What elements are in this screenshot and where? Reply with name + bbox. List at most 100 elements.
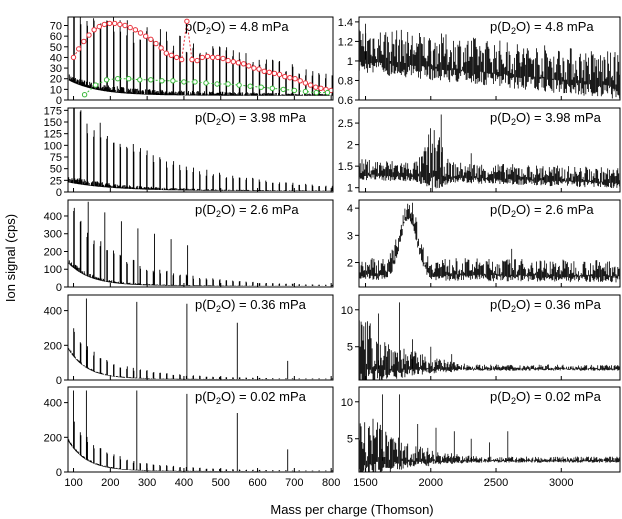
spectrum-line (359, 23, 620, 99)
spectrum-group (359, 302, 620, 380)
series-point-peak-maxima (86, 32, 92, 38)
annotation-part: p(D (195, 202, 216, 217)
y-tick-label: 1.5 (338, 161, 353, 173)
series-point-peak-maxima (225, 57, 231, 64)
series-point-peak-maxima (96, 23, 103, 30)
series-point-envelope (159, 78, 165, 84)
annotation-part: p(D (195, 389, 216, 404)
axes-frame (67, 294, 334, 381)
series-point-peak-maxima (122, 22, 128, 29)
axes-frame (67, 107, 334, 193)
y-tick-label: 400 (44, 398, 62, 410)
y-tick-label: 150 (44, 117, 62, 129)
axes-frame (358, 199, 621, 288)
pressure-annotation: p(D2O) = 3.98 mPa (490, 110, 602, 127)
x-tick-label: 700 (285, 477, 303, 489)
series-point-envelope (181, 79, 187, 85)
series-point-envelope (302, 88, 309, 95)
y-tick-label: 0 (56, 95, 62, 107)
series-point-peak-maxima (282, 73, 288, 80)
annotation-part: p(D (490, 110, 511, 125)
panel-left-5: 0 200 400 100 200 300 400 500 600 700 800 p(D2O) = … (44, 386, 340, 489)
series-point-peak-maxima (194, 57, 200, 64)
spectrum-line (68, 17, 333, 96)
series-point-peak-maxima (302, 80, 309, 86)
x-axis-label: Mass per charge (Thomson) (270, 502, 433, 517)
x-tick-label: 1500 (353, 477, 377, 489)
annotation-part: O) = 0.02 mPa (516, 389, 602, 404)
annotation-part: O) = 0.02 mPa (221, 389, 307, 404)
series-point-peak-maxima (209, 54, 216, 61)
annotation-subscript: 2 (216, 117, 221, 127)
x-tick-label: 2500 (484, 477, 508, 489)
annotation-subscript: 2 (511, 396, 516, 406)
y-tick-label: 0.8 (338, 75, 353, 87)
y-tick-label: 10 (50, 84, 62, 96)
pressure-annotation: p(D2O) = 4.8 mPa (185, 19, 289, 36)
series-point-peak-maxima (163, 50, 170, 56)
axes-frame (67, 199, 334, 288)
y-tick-label: 300 (44, 229, 62, 241)
x-tick-label: 2000 (419, 477, 443, 489)
series-point-peak-maxima (148, 36, 154, 42)
y-tick-label: 1 (347, 183, 353, 195)
y-tick-label: 0 (56, 375, 62, 387)
annotation-part: p(D (490, 297, 511, 312)
x-tick-label: 600 (248, 477, 266, 489)
series-point-envelope (203, 80, 209, 86)
y-tick-label: 100 (44, 264, 62, 276)
series-point-peak-maxima (76, 46, 82, 52)
series-point-peak-maxima (189, 56, 195, 63)
annotation-part: O) = 4.8 mPa (516, 19, 594, 34)
series-point-peak-maxima (117, 21, 123, 28)
series-point-peak-maxima (276, 71, 283, 78)
y-tick-label: 1.4 (338, 17, 353, 29)
series-point-peak-maxima (143, 33, 149, 39)
panel-left-4: 0 200 400 p(D2O) = 0.36 mPa (44, 294, 334, 387)
series-point-peak-maxima (173, 54, 180, 61)
series-point-peak-maxima (153, 40, 159, 47)
annotation-part: O) = 2.6 mPa (221, 202, 299, 217)
axes-frame (358, 294, 621, 381)
series-point-peak-maxima (271, 70, 278, 77)
series-point-envelope (258, 84, 264, 90)
panel-right-4: 5 10 p(D2O) = 0.36 mPa (341, 294, 621, 381)
spectrum-line (68, 298, 333, 380)
series-point-envelope (137, 77, 143, 83)
series-point-peak-maxima (235, 60, 242, 66)
x-tick-label: 100 (64, 477, 82, 489)
y-tick-label: 30 (50, 63, 62, 75)
axes-frame (358, 16, 621, 101)
series-point-envelope (92, 82, 99, 88)
y-tick-label: 200 (44, 432, 62, 444)
pressure-annotation: p(D2O) = 0.02 mPa (195, 389, 307, 406)
series-point-peak-maxima (91, 27, 97, 33)
axes-frame (358, 386, 621, 473)
spectrum-group (68, 201, 333, 286)
series-point-envelope (115, 76, 121, 82)
spectrum-line (359, 114, 620, 192)
series-point-envelope (269, 85, 275, 92)
annotation-subscript: 2 (511, 117, 516, 127)
annotation-part: p(D (490, 19, 511, 34)
annotation-part: O) = 0.36 mPa (221, 297, 307, 312)
series-point-peak-maxima (318, 85, 324, 92)
series-point-peak-maxima (292, 76, 298, 82)
y-tick-label: 50 (50, 42, 62, 54)
series-point-peak-maxima (137, 30, 144, 36)
annotation-part: p(D (185, 19, 206, 34)
annotation-part: O) = 4.8 mPa (211, 19, 289, 34)
series-point-envelope (313, 89, 320, 96)
y-tick-label: 3 (347, 230, 353, 242)
series-point-peak-maxima (297, 78, 303, 84)
series-point-peak-maxima (70, 54, 77, 61)
annotation-subscript: 2 (216, 209, 221, 219)
axes-frame (67, 16, 334, 101)
series-point-peak-maxima (127, 24, 133, 31)
annotation-part: O) = 2.6 mPa (516, 202, 594, 217)
series-point-envelope (192, 79, 198, 85)
spectrum-group (68, 17, 333, 98)
annotation-part: O) = 0.36 mPa (516, 297, 602, 312)
series-point-envelope (247, 83, 253, 89)
